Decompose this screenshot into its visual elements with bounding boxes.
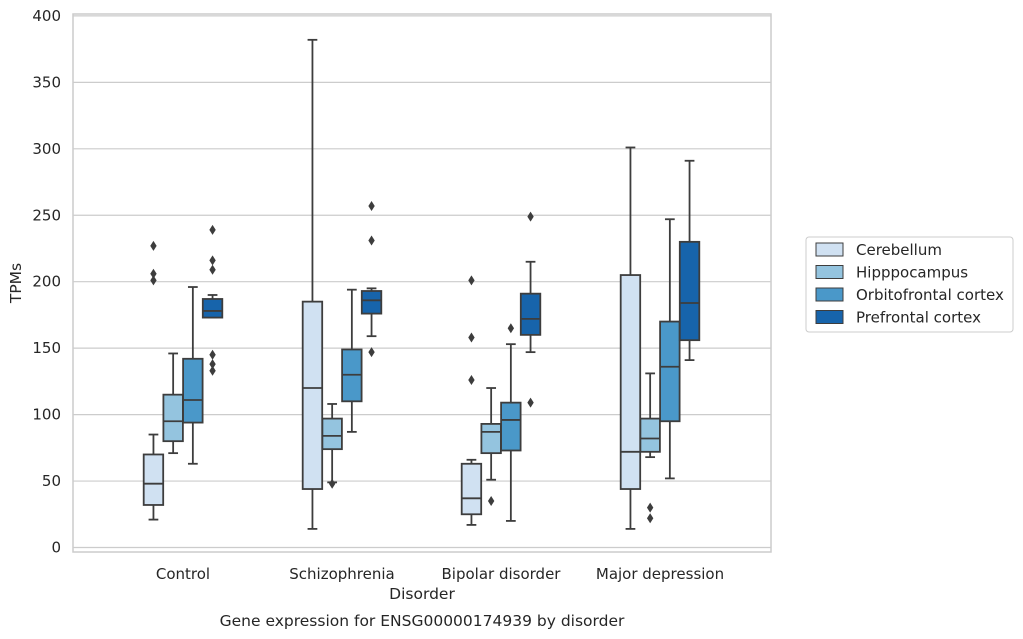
y-tick-label: 250 [32, 206, 61, 224]
box-iqr [321, 417, 343, 451]
legend-label: Prefrontal cortex [856, 309, 981, 327]
box-orbitofrontal-cortex [659, 218, 681, 480]
legend-swatch [815, 242, 844, 257]
outlier-point [468, 275, 475, 286]
outlier-point [527, 397, 534, 408]
y-tick-label: 350 [32, 73, 61, 91]
y-tick-labels: 0 50 100 150 200 250 300 350 400 [32, 7, 61, 557]
outlier-point [209, 365, 216, 376]
outlier-point [487, 495, 495, 506]
legend-swatch [815, 265, 844, 279]
y-tick-label: 100 [32, 406, 61, 424]
legend-label: Hipppocampus [856, 264, 968, 282]
y-tick-label: 150 [32, 339, 61, 357]
y-tick-label: 300 [32, 140, 61, 158]
box-prefrontal-cortex [678, 159, 701, 362]
box-iqr [162, 393, 184, 443]
legend-swatch [815, 310, 844, 324]
y-tick-label: 50 [42, 472, 61, 490]
box-hipppocampus [480, 387, 502, 506]
legend: Cerebellum Hipppocampus Orbitofrontal cort… [805, 236, 1014, 333]
box-hipppocampus [639, 372, 661, 524]
box-prefrontal-cortex [519, 211, 542, 408]
box-cerebellum [142, 240, 165, 521]
box-iqr [301, 300, 324, 490]
outlier-point [150, 275, 157, 286]
chart-caption: Gene expression for ENSG00000174939 by d… [220, 612, 625, 630]
outlier-point [209, 359, 216, 370]
box-iqr [619, 274, 642, 490]
box-iqr [360, 290, 383, 315]
box-iqr [519, 292, 542, 336]
outlier-point [209, 264, 216, 275]
legend-frame [805, 236, 1014, 333]
x-axis-label: Disorder [389, 585, 455, 603]
outlier-point [368, 235, 375, 246]
box-iqr [182, 357, 204, 424]
x-tick-label: Control [156, 565, 210, 583]
x-tick-label: Schizophrenia [289, 565, 394, 583]
legend-swatch [815, 287, 844, 302]
outlier-point [468, 332, 475, 343]
box-iqr [500, 401, 522, 452]
outlier-point [209, 349, 216, 360]
box-prefrontal-cortex [360, 200, 383, 358]
x-tick-label: Bipolar disorder [442, 565, 562, 583]
box-orbitofrontal-cortex [500, 323, 522, 522]
y-tick-label: 200 [32, 273, 61, 291]
x-tick-labels: Control Schizophrenia Bipolar disorder Majo… [156, 565, 724, 583]
box-iqr [201, 298, 224, 319]
box-cerebellum [619, 146, 642, 530]
outlier-point [646, 513, 654, 524]
outlier-point [328, 478, 336, 489]
outlier-point [150, 268, 157, 279]
box-cerebellum [301, 38, 324, 530]
box-iqr [142, 453, 165, 506]
box-iqr [460, 462, 483, 516]
plot-area [72, 13, 772, 553]
box-iqr [480, 423, 502, 455]
outlier-point [527, 211, 534, 222]
x-tick-label: Major depression [596, 565, 724, 583]
outlier-point [368, 347, 375, 358]
box-prefrontal-cortex [201, 224, 224, 376]
box-hipppocampus [321, 403, 343, 489]
y-tick-label: 0 [51, 539, 61, 557]
y-tick-label: 400 [32, 7, 61, 25]
outlier-point [507, 323, 515, 334]
outlier-point [368, 200, 375, 211]
legend-label: Orbitofrontal cortex [856, 286, 1004, 304]
outlier-point [209, 224, 216, 235]
box-orbitofrontal-cortex [341, 288, 363, 433]
box-cerebellum [460, 275, 483, 526]
outlier-point [150, 240, 157, 251]
box-iqr [639, 417, 661, 453]
legend-label: Cerebellum [856, 241, 942, 259]
box-iqr [659, 320, 681, 423]
box-iqr [678, 240, 701, 342]
y-axis-label: TPMs [7, 263, 25, 304]
boxes [142, 38, 701, 530]
outlier-point [209, 255, 216, 266]
outlier-point [646, 502, 654, 513]
outlier-point [468, 375, 475, 386]
box-orbitofrontal-cortex [182, 286, 204, 465]
